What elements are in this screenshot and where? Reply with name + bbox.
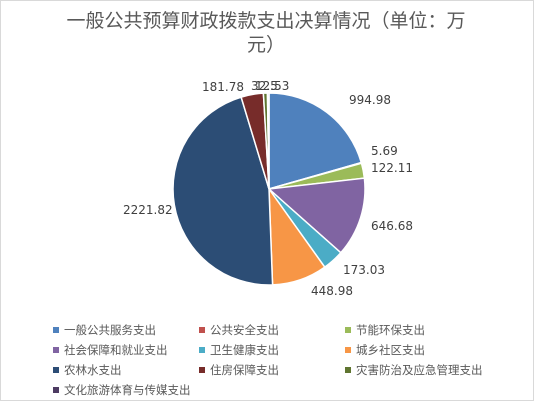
data-label-2: 122.11 <box>371 161 413 175</box>
legend-swatch-0 <box>53 326 59 333</box>
legend-label-1: 公共安全支出 <box>210 322 279 337</box>
legend-swatch-1 <box>199 326 205 333</box>
legend-label-4: 卫生健康支出 <box>210 342 279 357</box>
legend-item-6: 农林水支出 <box>53 362 199 377</box>
legend-swatch-9 <box>53 386 59 393</box>
legend-item-3: 社会保障和就业支出 <box>53 342 199 357</box>
legend-item-5: 城乡社区支出 <box>345 342 523 357</box>
legend-item-4: 卫生健康支出 <box>199 342 345 357</box>
pie-slice-0 <box>268 92 363 190</box>
legend-swatch-3 <box>53 346 59 353</box>
legend-item-0: 一般公共服务支出 <box>53 322 199 337</box>
legend-swatch-7 <box>199 366 205 373</box>
data-label-9: 12.53 <box>255 79 289 93</box>
data-label-1: 5.69 <box>371 144 398 158</box>
legend-label-8: 灾害防治及应急管理支出 <box>356 362 483 377</box>
chart-legend: 一般公共服务支出 公共安全支出 节能环保支出社会保障和就业支出 卫生健康支出 城乡社区支… <box>53 322 523 397</box>
chart-title-line-2: 元） <box>246 34 285 56</box>
data-label-3: 646.68 <box>371 219 413 233</box>
pie-slice-3 <box>267 177 366 254</box>
chart-title-line-1: 一般公共预算财政拨款支出决算情况（单位：万 <box>66 10 466 32</box>
data-label-6: 2221.82 <box>123 203 173 217</box>
data-label-8: 32.5 <box>251 79 278 93</box>
pie-slice-9 <box>266 92 270 190</box>
legend-swatch-5 <box>345 346 351 353</box>
legend-swatch-4 <box>199 346 205 353</box>
pie-plot: 994.98 5.69 122.11 646.68 173.03 448.98 2221.8… <box>123 79 413 298</box>
legend-item-1: 公共安全支出 <box>199 322 345 337</box>
legend-label-3: 社会保障和就业支出 <box>64 342 168 357</box>
legend-label-6: 农林水支出 <box>64 362 122 377</box>
legend-label-5: 城乡社区支出 <box>356 342 425 357</box>
legend-label-7: 住房保障支出 <box>210 362 279 377</box>
legend-label-9: 文化旅游体育与传媒支出 <box>64 382 191 397</box>
legend-label-2: 节能环保支出 <box>356 322 425 337</box>
pie-slice-6 <box>172 96 274 286</box>
legend-item-8: 灾害防治及应急管理支出 <box>345 362 523 377</box>
legend-swatch-2 <box>345 326 351 333</box>
data-label-5: 448.98 <box>311 284 353 298</box>
legend-label-0: 一般公共服务支出 <box>64 322 156 337</box>
data-label-7: 181.78 <box>202 80 244 94</box>
legend-swatch-8 <box>345 366 351 373</box>
chart-title: 一般公共预算财政拨款支出决算情况（单位：万 元） <box>41 9 491 57</box>
legend-swatch-6 <box>53 366 59 373</box>
legend-item-2: 节能环保支出 <box>345 322 523 337</box>
data-label-4: 173.03 <box>343 263 385 277</box>
data-label-0: 994.98 <box>349 93 391 107</box>
legend-item-7: 住房保障支出 <box>199 362 345 377</box>
legend-item-9: 文化旅游体育与传媒支出 <box>53 382 199 397</box>
